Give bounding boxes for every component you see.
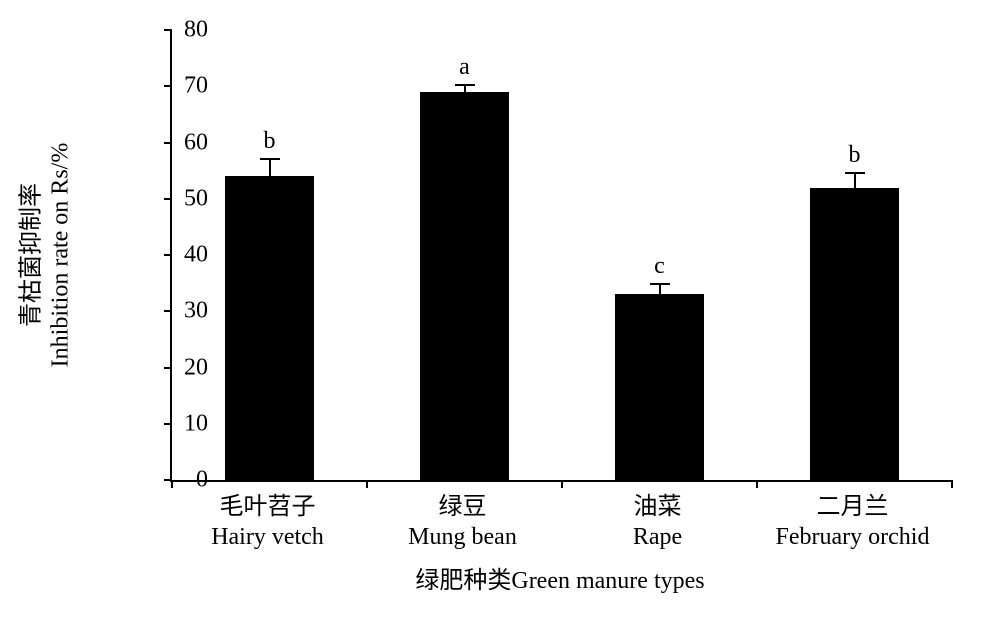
y-tick: [164, 367, 172, 369]
error-bar-cap: [260, 158, 280, 160]
x-category-label-en: Hairy vetch: [211, 524, 324, 550]
x-category-label: 油菜 Rape: [633, 492, 682, 552]
significance-label: b: [849, 142, 861, 169]
y-tick: [164, 85, 172, 87]
y-axis-title: 青枯菌抑制率 Inhibition rate on Rs/%: [17, 143, 75, 368]
x-tick: [756, 480, 758, 488]
significance-label: b: [264, 128, 276, 155]
x-category-label-cn: 二月兰: [816, 494, 888, 520]
x-category-label: 毛叶苕子 Hairy vetch: [211, 492, 324, 552]
x-tick: [366, 480, 368, 488]
y-tick-label: 20: [184, 354, 208, 381]
bar: [420, 92, 510, 480]
y-tick-label: 40: [184, 242, 208, 269]
error-bar-cap: [650, 283, 670, 285]
error-bar-stem: [269, 159, 271, 176]
error-bar-cap: [845, 172, 865, 174]
bar: [225, 176, 315, 480]
error-bar-stem: [464, 85, 466, 92]
y-axis-title-en: Inhibition rate on Rs/%: [47, 143, 73, 368]
y-tick: [164, 142, 172, 144]
plot-area: b a c b: [170, 30, 952, 482]
x-category-label-en: Rape: [633, 524, 682, 550]
y-tick: [164, 310, 172, 312]
y-tick: [164, 29, 172, 31]
y-tick-label: 30: [184, 298, 208, 325]
x-category-label: 绿豆 Mung bean: [408, 492, 517, 552]
x-category-label-cn: 油菜: [634, 494, 682, 520]
significance-label: a: [459, 54, 470, 81]
y-tick-label: 60: [184, 129, 208, 156]
x-axis-title-en: Green manure types: [511, 568, 704, 594]
error-bar-stem: [659, 284, 661, 294]
y-tick-label: 50: [184, 185, 208, 212]
x-tick: [951, 480, 953, 488]
bar: [615, 294, 705, 480]
significance-label: c: [654, 253, 665, 280]
y-tick-label: 0: [196, 467, 208, 494]
y-tick-label: 10: [184, 410, 208, 437]
y-tick-label: 80: [184, 17, 208, 44]
y-axis-title-cn: 青枯菌抑制率: [18, 183, 44, 327]
x-axis-title: 绿肥种类Green manure types: [170, 560, 950, 595]
bar: [810, 188, 900, 481]
x-tick: [171, 480, 173, 488]
y-tick: [164, 254, 172, 256]
y-tick: [164, 198, 172, 200]
error-bar-stem: [854, 173, 856, 188]
x-category-label-en: February orchid: [776, 524, 930, 550]
x-tick: [561, 480, 563, 488]
x-category-label-cn: 绿豆: [439, 494, 487, 520]
x-category-label-en: Mung bean: [408, 524, 517, 550]
x-category-label-cn: 毛叶苕子: [220, 494, 316, 520]
x-category-label: 二月兰 February orchid: [776, 492, 930, 552]
y-tick: [164, 423, 172, 425]
figure: 青枯菌抑制率 Inhibition rate on Rs/% b a c b 0 10 2…: [0, 0, 1000, 635]
y-tick-label: 70: [184, 73, 208, 100]
error-bar-cap: [455, 84, 475, 86]
x-axis-title-cn: 绿肥种类: [415, 568, 511, 594]
